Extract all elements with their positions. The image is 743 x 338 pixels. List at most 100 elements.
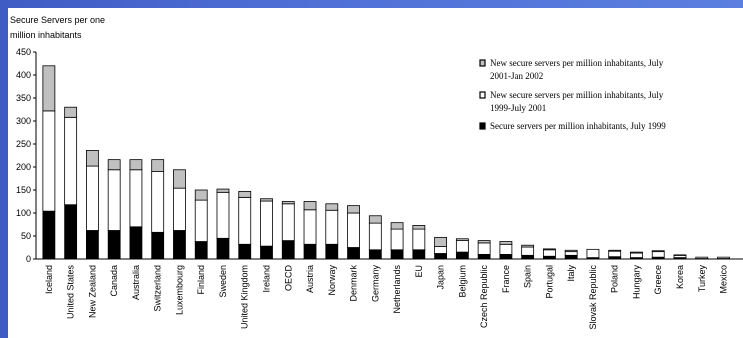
bar-segment-2 bbox=[651, 251, 665, 258]
bars bbox=[42, 65, 730, 260]
y-axis-title-line-2: million inhabitants bbox=[10, 30, 82, 40]
bar-segment-3 bbox=[325, 203, 339, 211]
x-tick-label: Hungary bbox=[631, 265, 641, 300]
bar-segment-2 bbox=[499, 243, 513, 255]
x-tick-label: Spain bbox=[523, 265, 533, 288]
y-tick-label: 250 bbox=[16, 139, 31, 149]
y-tick-label: 50 bbox=[21, 231, 31, 241]
bar-segment-3 bbox=[107, 159, 121, 171]
x-tick-label: United Kingdom bbox=[240, 265, 250, 329]
x-axis-labels: Iceland United States New Zealand Canada Aus… bbox=[44, 265, 729, 330]
x-tick-label: Sweden bbox=[218, 265, 228, 298]
bar-segment-1 bbox=[390, 249, 404, 260]
bar-segment-3 bbox=[543, 248, 556, 251]
bar-segment-3 bbox=[260, 198, 273, 202]
bar-segment-3 bbox=[673, 254, 687, 256]
y-tick-label: 400 bbox=[16, 70, 31, 80]
bar-segment-2 bbox=[477, 242, 491, 255]
x-tick-label: France bbox=[501, 265, 511, 293]
legend-label-3: New secure servers per million inhabitan… bbox=[490, 58, 664, 68]
bar-segment-2 bbox=[455, 240, 469, 253]
bar-segment-3 bbox=[499, 241, 513, 245]
bar-segment-1 bbox=[64, 204, 78, 260]
bar-segment-3 bbox=[238, 190, 252, 198]
bar-segment-3 bbox=[455, 238, 469, 241]
bar-segment-2 bbox=[608, 250, 622, 258]
x-tick-label: Turkey bbox=[697, 265, 707, 293]
legend-label-1: Secure servers per million inhabitants, … bbox=[490, 121, 666, 131]
legend-swatch-1 bbox=[479, 122, 486, 130]
x-tick-label: Korea bbox=[675, 265, 685, 289]
bar-segment-3 bbox=[412, 225, 426, 230]
bar-segment-3 bbox=[651, 250, 665, 253]
x-tick-label: Denmark bbox=[349, 265, 359, 302]
x-tick-label: Germany bbox=[370, 265, 380, 303]
x-tick-label: Czech Republic bbox=[479, 265, 489, 329]
bar-segment-2 bbox=[216, 191, 230, 239]
legend-swatch-2 bbox=[479, 91, 486, 99]
bar-segment-1 bbox=[216, 237, 230, 260]
x-tick-label: EU bbox=[414, 265, 424, 278]
bar-segment-3 bbox=[390, 222, 404, 230]
bar-segment-1 bbox=[194, 241, 208, 260]
x-tick-label: Netherlands bbox=[392, 265, 402, 314]
stacked-bar-chart: Secure Servers per one million inhabitan… bbox=[10, 15, 743, 330]
bar-segment-2 bbox=[695, 256, 709, 259]
bar-segment-1 bbox=[347, 247, 360, 260]
bar-segment-3 bbox=[42, 65, 56, 112]
legend-label-2: New secure servers per million inhabitan… bbox=[490, 90, 664, 100]
bar-segment-2 bbox=[347, 212, 360, 248]
x-tick-label: Poland bbox=[610, 265, 620, 293]
bar-segment-3 bbox=[194, 189, 208, 201]
bar-segment-2 bbox=[238, 196, 252, 245]
bar-segment-2 bbox=[64, 116, 78, 206]
chart-panel: Secure Servers per one million inhabitan… bbox=[8, 8, 743, 338]
x-tick-label: Greece bbox=[653, 265, 663, 295]
bar-segment-2 bbox=[303, 209, 317, 245]
bar-segment-2 bbox=[173, 187, 186, 231]
legend-label-3-cont: 2001-Jan 2002 bbox=[490, 71, 543, 81]
bar-segment-1 bbox=[543, 255, 556, 260]
bar-segment-2 bbox=[194, 199, 208, 242]
bar-segment-3 bbox=[216, 188, 230, 193]
bar-segment-2 bbox=[717, 256, 730, 259]
bar-segment-3 bbox=[608, 249, 622, 252]
bar-segment-2 bbox=[586, 248, 600, 259]
y-tick-label: 350 bbox=[16, 93, 31, 103]
bar-segment-1 bbox=[477, 253, 491, 260]
bar-segment-2 bbox=[390, 228, 404, 251]
bar-segment-1 bbox=[303, 243, 317, 260]
bar-segment-2 bbox=[412, 228, 426, 251]
bar-segment-1 bbox=[173, 230, 186, 260]
bar-segment-3 bbox=[86, 150, 99, 167]
legend: New secure servers per million inhabitan… bbox=[479, 58, 666, 131]
bar-segment-3 bbox=[521, 244, 535, 248]
x-tick-label: Japan bbox=[436, 265, 446, 290]
bar-segment-3 bbox=[347, 205, 360, 214]
bar-segment-1 bbox=[129, 226, 143, 260]
bar-segment-1 bbox=[368, 249, 382, 260]
x-tick-label: Luxembourg bbox=[174, 265, 184, 315]
legend-label-2-cont: 1999-July 2001 bbox=[490, 103, 546, 113]
bar-segment-2 bbox=[42, 110, 56, 212]
bar-segment-2 bbox=[630, 252, 643, 259]
bar-segment-1 bbox=[499, 253, 513, 260]
x-tick-label: Australia bbox=[131, 265, 141, 300]
bar-segment-1 bbox=[564, 254, 578, 260]
bar-segment-3 bbox=[303, 201, 317, 211]
y-tick-label: 200 bbox=[16, 162, 31, 172]
bar-segment-2 bbox=[368, 222, 382, 251]
bar-segment-1 bbox=[86, 230, 99, 260]
bar-segment-2 bbox=[129, 169, 143, 228]
bar-segment-2 bbox=[281, 203, 295, 242]
bar-segment-2 bbox=[434, 246, 448, 254]
bar-segment-3 bbox=[434, 236, 448, 247]
x-tick-label: Norway bbox=[327, 265, 337, 296]
y-tick-label: 300 bbox=[16, 116, 31, 126]
x-tick-label: Italy bbox=[566, 265, 576, 282]
bar-segment-3 bbox=[173, 169, 186, 189]
bar-segment-1 bbox=[412, 249, 426, 260]
bar-segment-2 bbox=[325, 209, 339, 245]
bar-segment-3 bbox=[129, 159, 143, 171]
bar-segment-2 bbox=[543, 249, 556, 257]
